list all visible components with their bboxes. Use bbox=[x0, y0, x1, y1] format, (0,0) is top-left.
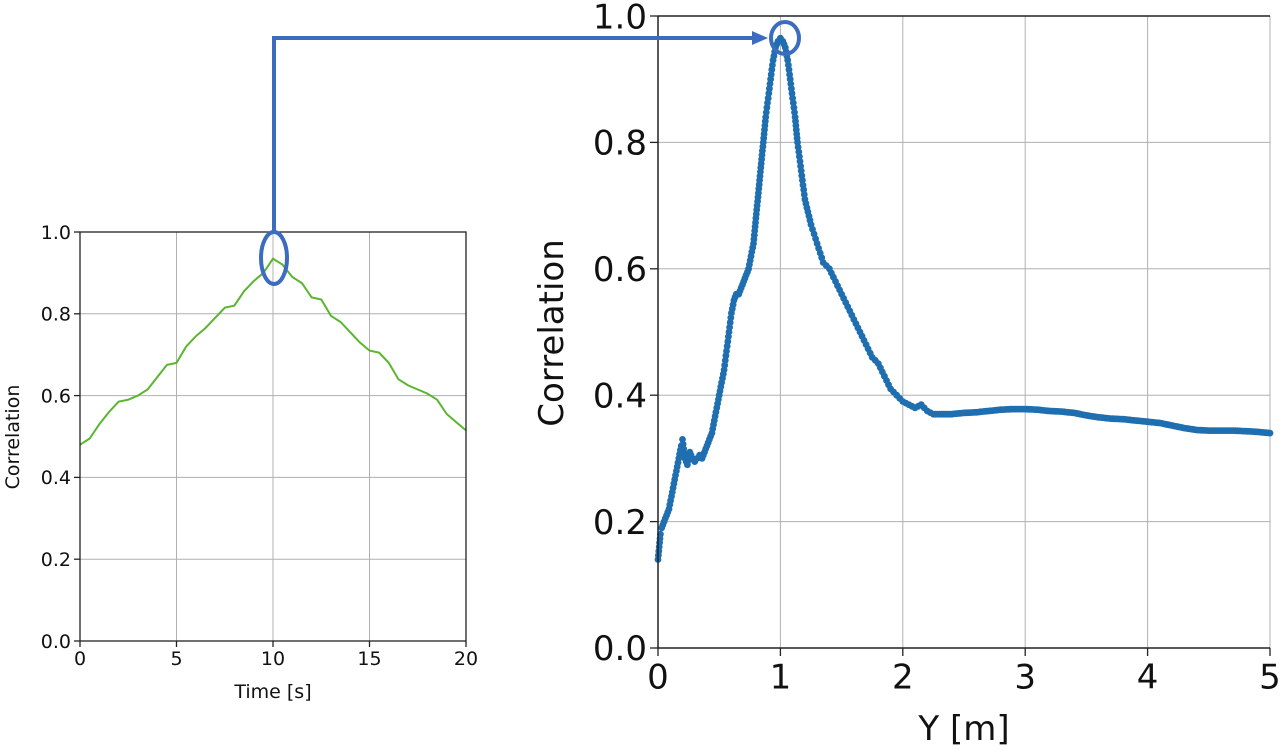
right-chart-y-correlation: 0 1 2 3 4 5 0.0 0.2 0.4 0.6 0.8 1.0 Y [m] Correlati… bbox=[532, 0, 1281, 749]
y-tick-label: 0.4 bbox=[593, 376, 647, 416]
x-tick-label: 20 bbox=[454, 648, 478, 670]
y-tick-label: 1.0 bbox=[593, 0, 647, 37]
x-tick-label: 2 bbox=[892, 657, 914, 697]
scatter-point bbox=[1266, 429, 1274, 437]
connector-arrow-line bbox=[272, 36, 752, 232]
right-correlation-scatter bbox=[654, 34, 1274, 563]
left-correlation-line bbox=[79, 257, 467, 446]
y-tick-label: 0.4 bbox=[41, 467, 71, 489]
y-tick-label: 0.2 bbox=[593, 503, 647, 543]
x-tick-label: 15 bbox=[357, 648, 381, 670]
connector-arrowhead-icon bbox=[752, 31, 768, 45]
y-tick-label: 0.6 bbox=[41, 385, 71, 407]
x-tick-label: 10 bbox=[261, 648, 285, 670]
x-tick-label: 5 bbox=[1259, 657, 1281, 697]
y-tick-label: 0.8 bbox=[593, 124, 647, 164]
x-tick-label: 1 bbox=[770, 657, 792, 697]
left-peak-ellipse bbox=[259, 230, 289, 286]
right-y-axis-label: Correlation bbox=[532, 239, 572, 426]
y-tick-label: 0.6 bbox=[593, 250, 647, 290]
x-tick-label: 0 bbox=[74, 648, 86, 670]
right-ticks: 0 1 2 3 4 5 0.0 0.2 0.4 0.6 0.8 1.0 bbox=[593, 0, 1281, 697]
x-tick-label: 0 bbox=[647, 657, 669, 697]
x-tick-label: 3 bbox=[1014, 657, 1036, 697]
right-x-axis-label: Y [m] bbox=[917, 709, 1009, 749]
y-tick-label: 0.0 bbox=[41, 631, 71, 653]
connector-annotation bbox=[259, 20, 801, 286]
y-tick-label: 0.0 bbox=[593, 629, 647, 669]
y-tick-label: 0.2 bbox=[41, 549, 71, 571]
left-x-axis-label: Time [s] bbox=[233, 681, 311, 703]
left-ticks: 0 5 10 15 20 0.0 0.2 0.4 0.6 0.8 1.0 bbox=[41, 222, 478, 670]
x-tick-label: 4 bbox=[1137, 657, 1159, 697]
right-grid bbox=[657, 15, 1271, 649]
right-plot-frame bbox=[657, 15, 1270, 649]
right-peak-ellipse bbox=[769, 20, 801, 56]
left-y-axis-label: Correlation bbox=[2, 385, 24, 490]
y-tick-label: 1.0 bbox=[41, 222, 71, 244]
left-grid bbox=[79, 231, 467, 642]
left-chart-time-correlation: 0 5 10 15 20 0.0 0.2 0.4 0.6 0.8 1.0 Time [s] Corr… bbox=[2, 222, 478, 703]
y-tick-label: 0.8 bbox=[41, 304, 71, 326]
x-tick-label: 5 bbox=[170, 648, 182, 670]
